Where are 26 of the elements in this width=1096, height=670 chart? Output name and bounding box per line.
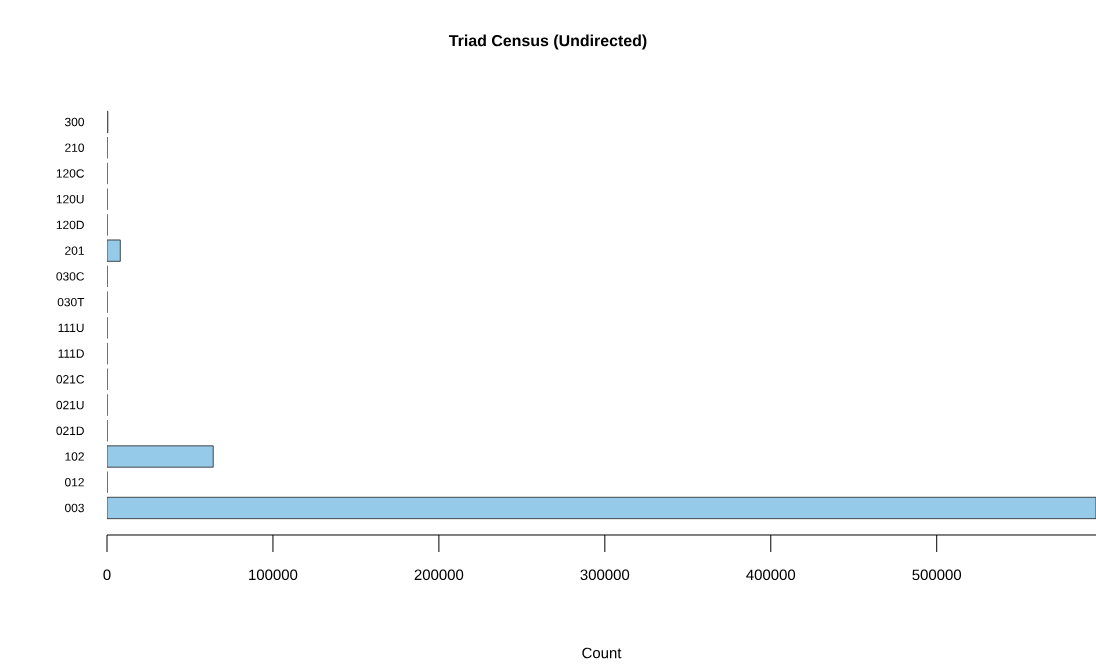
y-tick-label: 120D [56, 220, 84, 230]
y-tick-label: 021D [56, 426, 84, 435]
y-tick-label: 120C [56, 169, 85, 178]
y-tick-label: 030T [57, 297, 85, 307]
y-tick-label: 111U [58, 323, 84, 333]
chart-title: Triad Census (Undirected) [448, 34, 647, 50]
y-tick-label: 012 [65, 478, 84, 487]
y-tick-label: 021C [56, 375, 85, 384]
y-tick-label: 021U [56, 400, 84, 410]
x-tick-label: 200000 [414, 569, 464, 581]
x-tick-label: 0 [103, 569, 111, 581]
y-tick-label: 300 [64, 117, 85, 127]
y-tick-label: 111D [58, 349, 84, 358]
x-axis-title: Count [582, 647, 622, 659]
y-tick-label: 030C [56, 272, 85, 281]
x-tick-label: 500000 [912, 569, 962, 581]
y-tick-label: 120U [56, 194, 84, 204]
bar [107, 445, 214, 468]
y-tick-label: 102 [65, 452, 84, 461]
x-tick-label: 300000 [580, 569, 630, 581]
y-tick-label: 003 [65, 503, 84, 513]
y-tick-label: 210 [65, 143, 85, 152]
y-tick-label: 201 [65, 246, 84, 255]
x-tick-label: 400000 [746, 569, 796, 581]
bar [107, 496, 1096, 520]
x-tick-label: 100000 [249, 569, 298, 581]
